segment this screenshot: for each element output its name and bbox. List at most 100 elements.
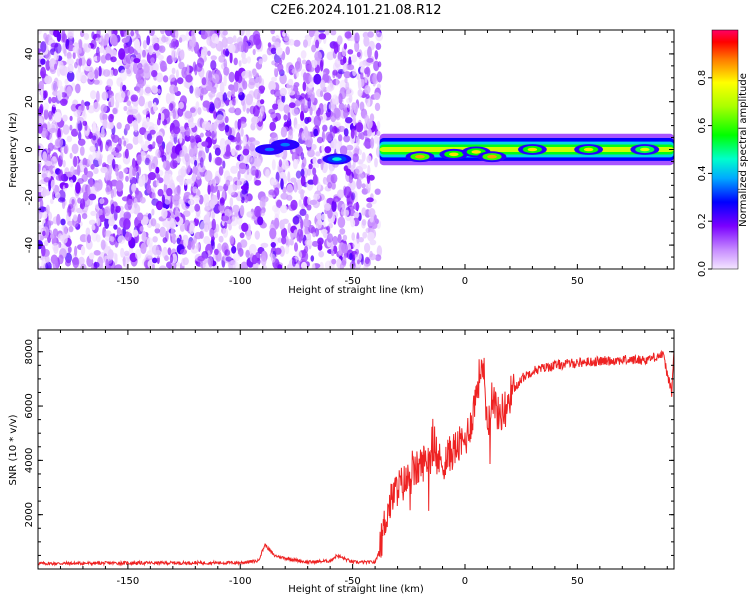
spectrogram-noise-cell	[345, 168, 352, 176]
spectrogram-noise-cell	[144, 157, 150, 166]
spectrogram-noise-cell	[116, 227, 122, 236]
spectrogram-noise-cell	[46, 220, 54, 226]
spectrogram-noise-cell	[135, 249, 142, 260]
spectrogram-noise-cell	[130, 56, 134, 66]
spectrogram-noise-cell	[298, 199, 302, 208]
spectrogram-hot-spot	[640, 147, 650, 152]
spectrogram-noise-cell	[136, 212, 144, 221]
snr-xtick-label: -50	[344, 576, 360, 587]
spectrogram-noise-cell	[374, 254, 382, 262]
spectrogram-noise-cell	[146, 133, 153, 142]
spectrogram-noise-cell	[250, 68, 257, 77]
spectrogram-noise-cell	[144, 140, 151, 146]
spectrogram-noise-cell	[214, 156, 222, 166]
spectrogram-noise-cell	[75, 181, 81, 194]
spectrogram-noise-cell	[280, 126, 287, 138]
spectrogram-noise-cell	[245, 171, 253, 182]
spectrogram-ytick-label: 0	[24, 146, 35, 152]
spectrogram-noise-cell	[228, 71, 235, 83]
spectrogram-noise-cell	[159, 265, 167, 269]
spectrogram-noise-cell	[253, 33, 261, 46]
spectrogram-noise-cell	[376, 120, 381, 131]
spectrogram-noise-cell	[67, 63, 74, 74]
spectrogram-noise-cell	[146, 35, 151, 46]
spectrogram-noise-cell	[216, 114, 224, 124]
spectrogram-noise-cell	[142, 49, 146, 58]
spectrogram-noise-cell	[111, 134, 120, 143]
spectrogram-noise-cell	[316, 88, 324, 98]
spectrogram-noise-cell	[176, 261, 180, 267]
spectrogram-noise-cell	[270, 178, 279, 186]
spectrogram-noise-cell	[240, 239, 248, 248]
colorbar-label: Normalized spectral amplitude	[738, 73, 749, 227]
spectrogram-hot-spot	[583, 147, 594, 152]
spectrogram-noise-cell	[279, 87, 287, 97]
spectrogram-noise-cell	[322, 124, 328, 132]
spectrogram-ytick-label: 40	[24, 48, 35, 61]
spectrogram-noise-cell	[301, 162, 305, 170]
spectrogram-noise-cell	[306, 239, 313, 246]
spectrogram-noise-cell	[41, 127, 48, 138]
spectrogram-noise-cell	[78, 131, 82, 141]
spectrogram-noise-cell	[310, 255, 315, 262]
spectrogram-noise-cell	[102, 119, 108, 129]
spectrogram-noise-cell	[375, 42, 382, 51]
spectrogram-noise-cell	[317, 181, 321, 191]
spectrogram-noise-cell	[330, 30, 337, 36]
spectrogram-hot-spot	[449, 152, 459, 157]
spectrogram-noise-cell	[357, 89, 363, 97]
spectrogram-noise-cell	[77, 178, 84, 184]
spectrogram-ylabel: Frequency (Hz)	[8, 112, 19, 188]
spectrogram-noise-cell	[288, 38, 295, 46]
spectrogram-noise-cell	[354, 32, 360, 44]
spectrogram-noise-cell	[257, 216, 264, 226]
spectrogram-noise-cell	[240, 127, 244, 137]
spectrogram-noise-cell	[45, 255, 50, 264]
spectrogram-noise-cell	[104, 217, 110, 229]
spectrogram-noise-cell	[366, 202, 373, 209]
spectrogram-noise-cell	[348, 94, 353, 103]
spectrogram-noise-cell	[176, 237, 181, 245]
spectrogram-noise-cell	[214, 147, 221, 156]
spectrogram-noise-cell	[224, 116, 229, 124]
spectrogram-noise-cell	[326, 233, 334, 243]
spectrogram-noise-cell	[81, 213, 88, 220]
spectrogram-noise-cell	[93, 167, 99, 175]
spectrogram-noise-cell	[211, 178, 215, 185]
spectrogram-noise-cell	[281, 227, 288, 239]
spectrogram-noise-cell	[62, 225, 68, 237]
spectrogram-noise-cell	[92, 135, 97, 141]
spectrogram-noise-cell	[223, 66, 230, 76]
spectrogram-noise-cell	[240, 261, 248, 269]
spectrogram-noise-cell	[221, 36, 228, 48]
spectrogram-noise-cell	[300, 110, 305, 122]
spectrogram-noise-cell	[238, 30, 245, 37]
spectrogram-noise-cell	[93, 261, 100, 268]
spectrogram-noise-cell	[118, 137, 122, 147]
spectrogram-noise-cell	[352, 68, 357, 77]
spectrogram-noise-cell	[376, 130, 381, 137]
spectrogram-noise-cell	[178, 101, 184, 110]
spectrogram-noise-cell	[234, 107, 242, 116]
spectrogram-noise-cell	[173, 86, 179, 93]
spectrogram-noise-cell	[187, 39, 193, 52]
spectrogram-noise-cell	[205, 121, 211, 131]
spectrogram-noise-cell	[63, 48, 67, 57]
spectrogram-noise-cell	[166, 187, 173, 197]
spectrogram-noise-cell	[132, 229, 139, 237]
spectrogram-noise-cell	[161, 207, 168, 219]
spectrogram-noise-cell	[146, 116, 150, 126]
spectrogram-noise-cell	[258, 85, 266, 92]
spectrogram-noise-cell	[219, 81, 225, 94]
spectrogram-noise-cell	[300, 175, 306, 187]
spectrogram-noise-cell	[228, 223, 232, 231]
spectrogram-noise-cell	[63, 145, 68, 154]
spectrogram-noise-cell	[320, 79, 326, 91]
spectrogram-noise-cell	[77, 138, 86, 146]
spectrogram-noise-cell	[189, 107, 196, 113]
spectrogram-noise-cell	[90, 39, 97, 50]
spectrogram-noise-cell	[269, 121, 277, 132]
spectrogram-noise-cell	[260, 242, 269, 248]
spectrogram-noise-cell	[218, 235, 224, 243]
spectrogram-noise-cell	[358, 237, 365, 243]
